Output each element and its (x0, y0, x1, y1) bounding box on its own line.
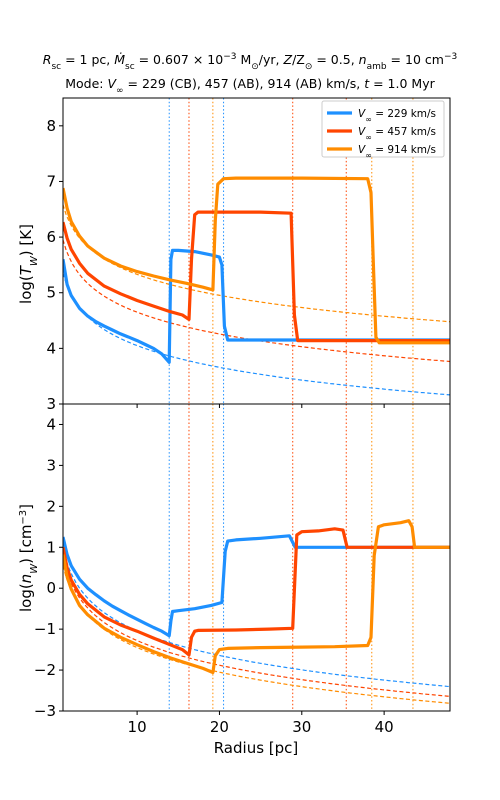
legend-label-2: V∞ = 457 km/s (358, 126, 436, 142)
legend-label-1: V∞ = 229 km/s (358, 108, 436, 124)
series-line-temperature-1 (63, 248, 450, 364)
density-panel: −3 −2 −1 0 1 2 3 4 10 20 30 40 (34, 403, 451, 736)
chart-title-line2: Mode: V∞ = 229 (CB), 457 (AB), 914 (AB) … (65, 76, 435, 96)
series-line-temperature-3 (63, 176, 450, 345)
ytick-label-temperature: 5 (46, 284, 56, 302)
xlabel: Radius [pc] (214, 739, 299, 757)
chart-title-line1: Rsc = 1 pc, Ṁsc = 0.607 × 10−3 M⊙/yr, Z/… (43, 52, 457, 72)
legend-box (321, 100, 445, 158)
xtick-label: 20 (210, 718, 229, 736)
series-line-density-3 (63, 519, 450, 675)
xtick-label: 10 (128, 718, 147, 736)
ytick-label-temperature: 8 (46, 117, 56, 135)
series-line-density-1 (63, 534, 450, 638)
legend-label-3: V∞ = 914 km/s (358, 144, 436, 160)
dashed-line-density-series3 (63, 565, 450, 704)
ytick-label-density: 2 (46, 497, 56, 515)
xtick-label: 30 (292, 718, 311, 736)
ytick-label-temperature: 4 (46, 339, 56, 357)
ytick-label-density: −3 (34, 702, 56, 720)
ytick-label-density: 4 (46, 415, 56, 433)
series-line-density-2 (63, 527, 450, 657)
ytick-label-density: −1 (34, 620, 56, 638)
legend: V∞ = 229 km/s V∞ = 457 km/s V∞ = 914 km/s (321, 100, 445, 160)
ytick-label-density: 1 (46, 538, 56, 556)
dashed-line-temperature-series1 (63, 273, 450, 396)
plot-area-density (63, 404, 450, 711)
temperature-panel: 3 4 5 6 7 8 (46, 97, 451, 413)
xtick-label: 40 (375, 718, 394, 736)
ytick-label-temperature: 3 (46, 395, 56, 413)
ytick-label-density: 0 (46, 579, 56, 597)
axes-frame-density (62, 403, 451, 712)
ylabel-temperature: log(TW) [K] (17, 224, 40, 304)
ytick-label-temperature: 6 (46, 228, 56, 246)
dashed-line-density-series2 (63, 558, 450, 697)
dashed-line-temperature-series3 (63, 204, 450, 323)
ytick-label-density: −2 (34, 661, 56, 679)
plot-area-temperature (63, 98, 450, 404)
ylabel-density: log(nW) [cm−3] (17, 504, 40, 612)
ytick-label-temperature: 7 (46, 172, 56, 190)
ytick-label-density: 3 (46, 456, 56, 474)
series-line-temperature-2 (63, 210, 450, 343)
